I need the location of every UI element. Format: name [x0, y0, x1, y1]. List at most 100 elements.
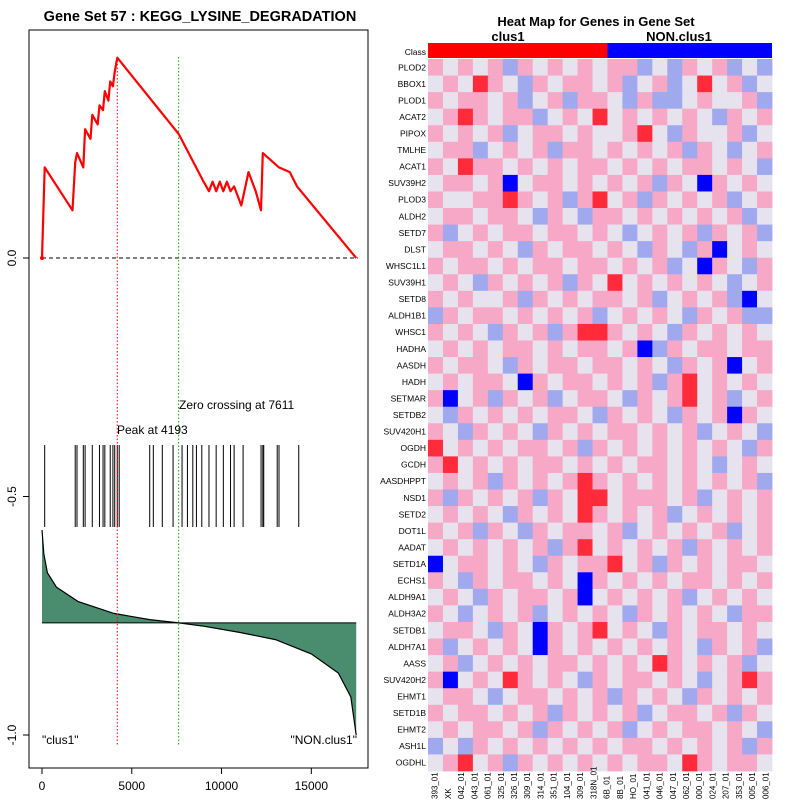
heatmap-cell — [592, 704, 608, 722]
heatmap-cell — [562, 290, 578, 308]
heatmap-cell — [472, 257, 489, 275]
gene-label: GCDH — [401, 460, 426, 470]
heatmap-cell — [517, 174, 534, 192]
heatmap-cell — [757, 290, 773, 308]
sample-label: 104_01 — [563, 772, 572, 799]
heatmap-cell — [532, 704, 549, 722]
heatmap-cell — [547, 158, 564, 176]
enrichment-score-curve — [40, 56, 358, 259]
heatmap-cell — [547, 274, 564, 292]
heatmap-cell — [442, 224, 459, 242]
heatmap-cell — [697, 208, 713, 225]
heatmap-cell — [502, 125, 519, 143]
heatmap-cell — [682, 655, 698, 673]
heatmap-cell — [742, 621, 758, 639]
heatmap-cell — [652, 323, 668, 341]
sample-label: 326_01 — [510, 772, 519, 799]
heatmap-cell — [742, 307, 758, 325]
heatmap-cell — [457, 307, 474, 325]
heatmap-cell — [562, 406, 578, 424]
heatmap-cell — [502, 307, 519, 325]
sample-label: 061_01 — [484, 772, 493, 799]
heatmap-cell — [577, 108, 593, 126]
heatmap-cell — [682, 737, 698, 755]
heatmap-cell — [487, 754, 504, 772]
heatmap-cell — [742, 572, 758, 590]
heatmap-cell — [592, 638, 608, 656]
heatmap-cell — [637, 158, 653, 176]
heatmap-cell — [517, 125, 534, 143]
sample-label: 005_01 — [748, 772, 757, 799]
heatmap-cell — [428, 191, 444, 209]
heatmap-cell — [637, 522, 653, 540]
heatmap-cell — [727, 257, 743, 275]
heatmap-cell — [442, 141, 459, 159]
heatmap-cell — [472, 655, 489, 673]
heatmap-cell — [637, 257, 653, 275]
heatmap-cell — [502, 158, 519, 176]
heatmap-cell — [487, 390, 504, 408]
heatmap-cell — [697, 522, 713, 540]
heatmap-cell — [637, 208, 653, 225]
heatmap-cell — [682, 456, 698, 474]
heatmap-cell — [487, 721, 504, 739]
heatmap-cell — [442, 423, 459, 441]
heatmap-cell — [667, 721, 683, 739]
heatmap-cell — [457, 539, 474, 557]
sample-label: 6B_01 — [603, 775, 612, 799]
heatmap-cell — [622, 373, 638, 391]
heatmap-cell — [727, 274, 743, 292]
gene-label: SUV39H2 — [388, 178, 426, 188]
heatmap-cell — [577, 439, 593, 457]
heatmap-cell — [577, 588, 593, 606]
heatmap-cell — [652, 108, 668, 126]
heatmap-cell — [547, 373, 564, 391]
heatmap-cell — [667, 158, 683, 176]
heatmap-cell — [757, 406, 773, 424]
heatmap-cell — [472, 208, 489, 225]
heatmap-cell — [637, 174, 653, 192]
heatmap-cell — [487, 572, 504, 590]
heatmap-cell — [727, 621, 743, 639]
heatmap-cell — [727, 174, 743, 192]
heatmap-cell — [532, 257, 549, 275]
heatmap-cell — [487, 671, 504, 689]
heatmap-cell — [442, 307, 459, 325]
heatmap-cell — [727, 108, 743, 126]
heatmap-cell — [472, 141, 489, 159]
heatmap-cell — [757, 340, 773, 358]
gene-label: AADAT — [398, 543, 426, 553]
heatmap-cell — [502, 456, 519, 474]
heatmap-cell — [532, 439, 549, 457]
heatmap-cell — [727, 323, 743, 341]
heatmap-cell — [742, 588, 758, 606]
sample-label: 046_01 — [656, 772, 665, 799]
plot-frame — [28, 29, 369, 769]
heatmap-cell — [457, 290, 474, 308]
heatmap-cell — [727, 423, 743, 441]
heatmap-cell — [712, 737, 728, 755]
heatmap-cell — [532, 754, 549, 772]
heatmap-cell — [742, 506, 758, 524]
heatmap-cell — [502, 655, 519, 673]
heatmap-cell — [442, 605, 459, 623]
heatmap-cell — [547, 357, 564, 375]
heatmap-cell — [532, 423, 549, 441]
heatmap-cell — [667, 290, 683, 308]
heatmap-cell — [592, 75, 608, 93]
heatmap-cell — [757, 688, 773, 706]
heatmap-cell — [532, 224, 549, 242]
heatmap-cell — [607, 75, 623, 93]
heatmap-cell — [712, 572, 728, 590]
heatmap-cell — [637, 390, 653, 408]
heatmap-cell — [652, 59, 668, 76]
heatmap-cell — [442, 456, 459, 474]
heatmap-cell — [727, 439, 743, 457]
heatmap-cell — [697, 357, 713, 375]
heatmap-cell — [757, 191, 773, 209]
heatmap-cell — [457, 373, 474, 391]
heatmap-cell — [547, 704, 564, 722]
gene-label: ACAT1 — [399, 162, 426, 172]
class-bar-segment — [428, 43, 608, 58]
heatmap-cell — [442, 357, 459, 375]
